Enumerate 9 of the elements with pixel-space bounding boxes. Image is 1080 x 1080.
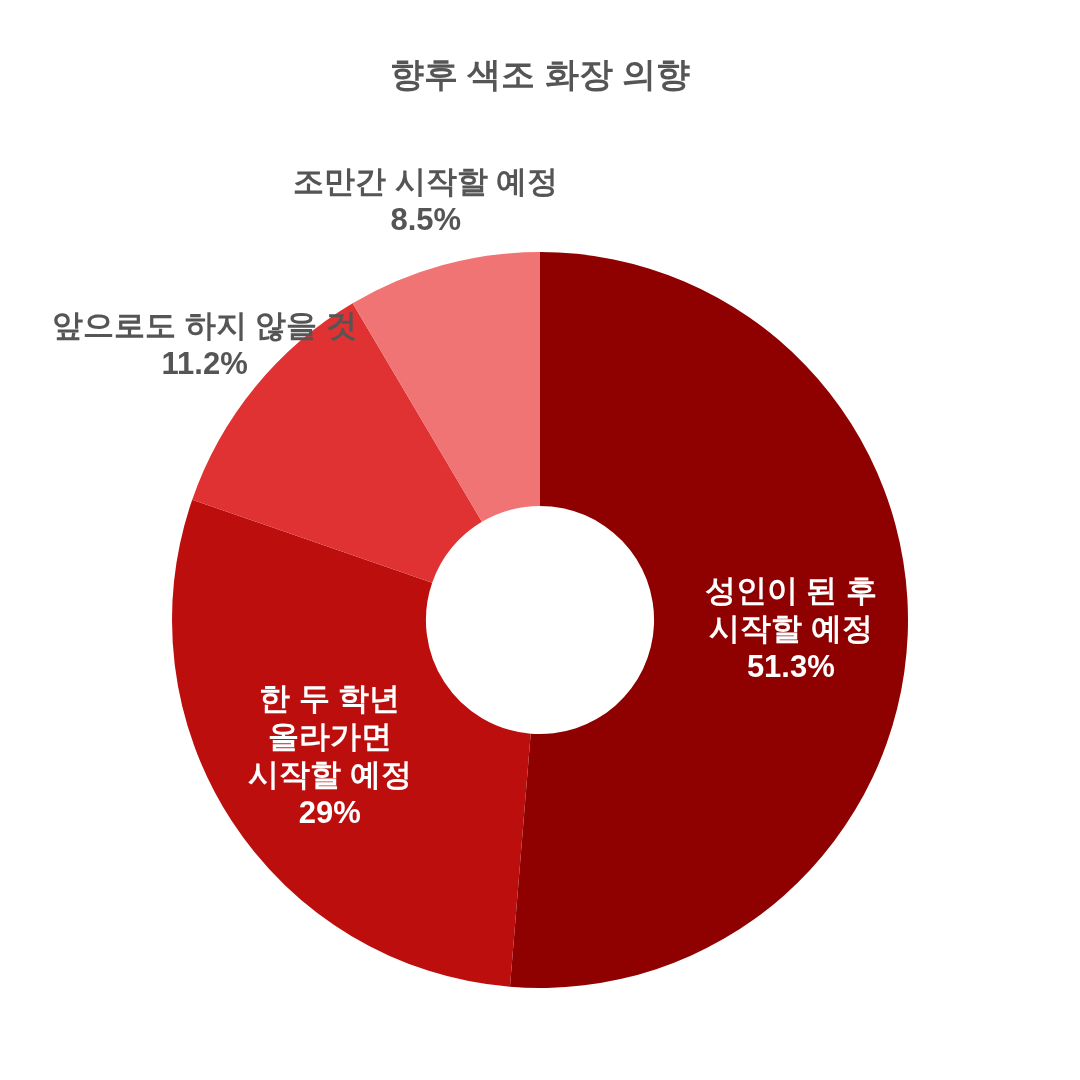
- slice-label: 성인이 된 후 시작할 예정: [704, 572, 877, 646]
- slice-label: 조만간 시작할 예정: [293, 163, 559, 199]
- data-label: 8.5%: [390, 201, 462, 237]
- data-label: 51.3%: [746, 648, 835, 684]
- data-label: 11.2%: [161, 345, 248, 381]
- slice-label: 한 두 학년 올라가면 시작할 예정: [247, 680, 412, 792]
- data-label: 29%: [298, 794, 361, 830]
- slice-label: 앞으로도 하지 않을 것: [52, 307, 358, 343]
- chart-title: 향후 색조 화장 의향: [388, 54, 692, 95]
